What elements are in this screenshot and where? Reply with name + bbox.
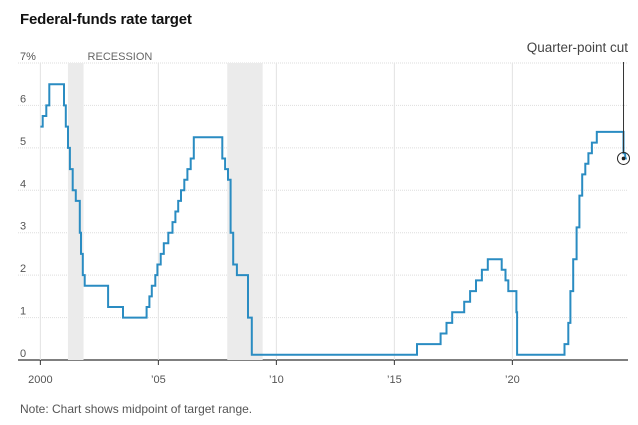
y-tick-label: 0: [20, 348, 26, 360]
annotation-circle-marker: [617, 151, 631, 165]
annotation-layer: Quarter-point cut: [527, 40, 631, 165]
y-tick-label: 1: [20, 306, 26, 318]
recession-bands: [67, 63, 263, 360]
y-tick-label: 7%: [20, 51, 36, 63]
annotation-label: Quarter-point cut: [527, 40, 629, 55]
x-tick-label: ’20: [505, 374, 520, 386]
recession-band-2: [227, 63, 263, 360]
y-axis-tick-labels: 0 1 2 3 4 5 6 7%: [20, 51, 36, 360]
series-layer: [40, 83, 627, 356]
chart-note: Note: Chart shows midpoint of target ran…: [20, 402, 253, 416]
y-tick-label: 5: [20, 136, 26, 148]
y-tick-label: 4: [20, 178, 26, 190]
chart-title: Federal-funds rate target: [20, 11, 192, 28]
x-axis-tick-labels: 2000 ’05 ’10 ’15 ’20: [28, 360, 520, 386]
x-tick-label: ’05: [151, 374, 166, 386]
x-tick-label: ’15: [387, 374, 402, 386]
series-line-1: [40, 83, 627, 356]
x-tick-label: ’10: [269, 374, 284, 386]
x-tick-label: 2000: [28, 374, 52, 386]
y-tick-label: 2: [20, 263, 26, 275]
annotation-point: [621, 156, 626, 161]
gridlines: [18, 62, 628, 361]
y-tick-label: 6: [20, 93, 26, 105]
recession-label: RECESSION: [88, 51, 153, 63]
y-tick-label: 3: [20, 221, 26, 233]
recession-band-1: [67, 63, 84, 360]
